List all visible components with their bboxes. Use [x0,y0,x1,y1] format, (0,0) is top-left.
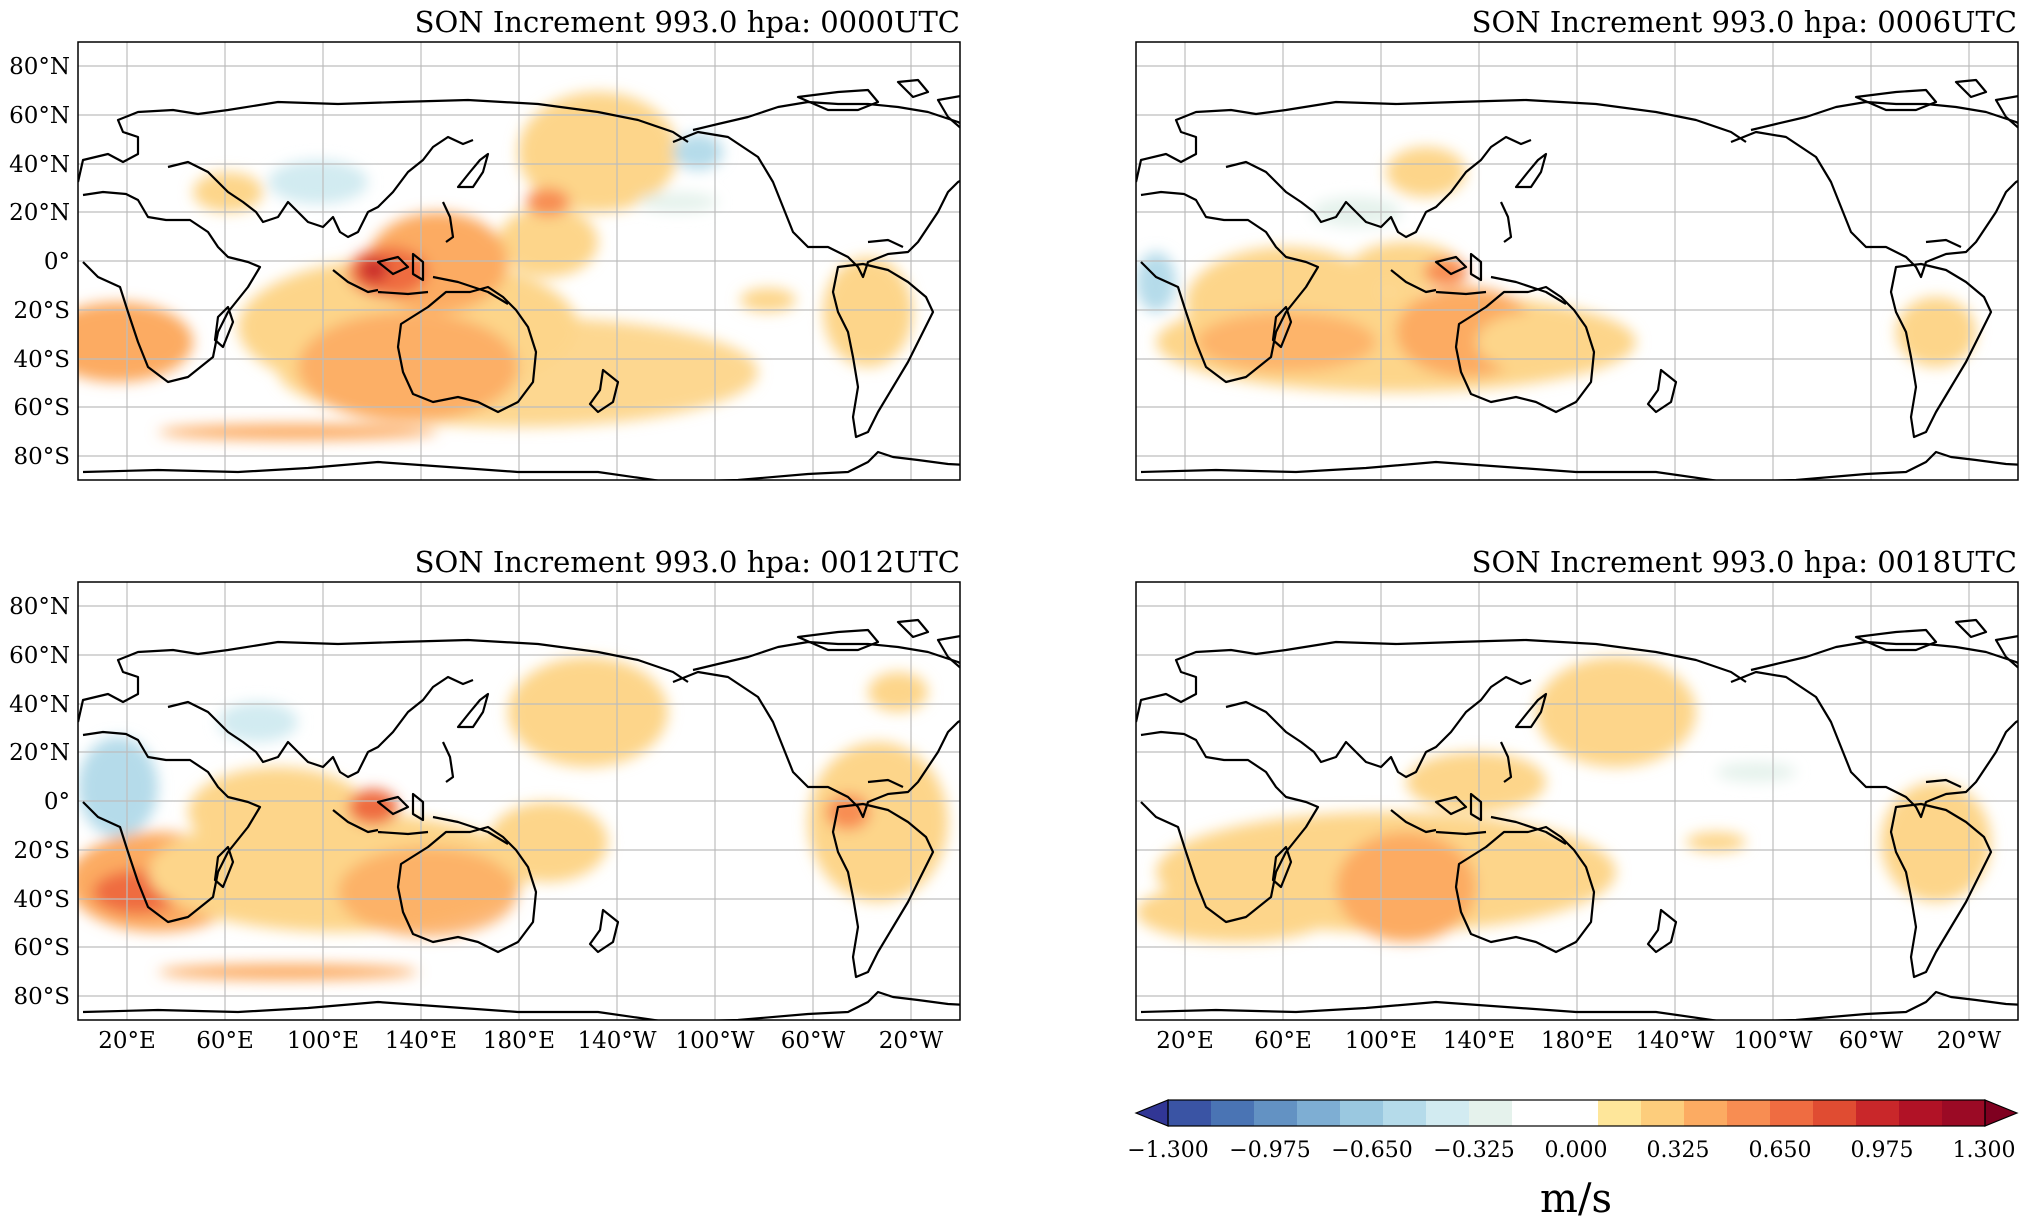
lat-tick-label: 20°S [13,298,70,324]
colorbar-tick-label: −0.650 [1331,1138,1412,1163]
panel-title: SON Increment 993.0 hpa: 0000UTC [415,5,960,39]
panel-title: SON Increment 993.0 hpa: 0006UTC [1472,5,2017,39]
lon-tick-label: 140°E [385,1028,457,1054]
colorbar-cell [1942,1100,1986,1126]
lat-axis: 80°N 60°N 40°N 20°N 0° 20°S 40°S 60°S 80… [9,54,70,470]
colorbar-cell [1899,1100,1943,1126]
lon-tick-label: 20°E [1156,1028,1214,1054]
lat-tick-label: 80°N [9,594,70,620]
map-panel-0018utc: SON Increment 993.0 hpa: 0018UTC [1135,545,2019,1054]
lat-tick-label: 20°N [9,200,70,226]
lat-axis: 80°N 60°N 40°N 20°N 0° 20°S 40°S 60°S 80… [9,594,70,1010]
lat-tick-label: 80°S [13,444,70,470]
lon-tick-label: 60°E [1254,1028,1312,1054]
graticule [1136,42,2018,480]
graticule [78,42,960,480]
colorbar-tick-label: −1.300 [1127,1138,1208,1163]
lon-tick-label: 180°E [483,1028,555,1054]
colorbar-tick-label: 0.975 [1851,1138,1914,1163]
colorbar-cell [1383,1100,1427,1126]
lat-tick-label: 60°S [13,395,70,421]
increment-field [78,92,913,440]
increment-field [1136,657,1991,942]
lat-tick-label: 40°S [13,347,70,373]
lat-tick-label: 60°N [9,643,70,669]
lon-tick-label: 60°W [781,1028,846,1054]
lat-tick-label: 40°N [9,692,70,718]
lon-tick-label: 140°W [577,1028,656,1054]
colorbar-extend-high [1984,1099,2019,1127]
colorbar-cell [1641,1100,1685,1126]
map-panel-0000utc: SON Increment 993.0 hpa: 0000UTC [9,5,961,481]
colorbar-cell [1555,1100,1599,1126]
colorbar-tick-label: 1.300 [1953,1138,2016,1163]
lon-tick-label: 180°E [1541,1028,1613,1054]
panel-title: SON Increment 993.0 hpa: 0012UTC [415,545,960,579]
colorbar-cell [1684,1100,1728,1126]
colorbar-cell [1426,1100,1470,1126]
lat-tick-label: 0° [44,789,70,815]
increment-field [1136,147,1976,392]
colorbar-tick-label: −0.975 [1229,1138,1310,1163]
lat-tick-label: 20°N [9,740,70,766]
colorbar-cell [1469,1100,1513,1126]
colorbar-cell [1856,1100,1900,1126]
lon-axis: 20°E 60°E 100°E 140°E 180°E 140°W 100°W … [98,1028,943,1054]
lon-tick-label: 100°W [1733,1028,1812,1054]
lon-axis: 20°E 60°E 100°E 140°E 180°E 140°W 100°W … [1156,1028,2001,1054]
colorbar-cell [1254,1100,1298,1126]
lon-tick-label: 100°W [675,1028,754,1054]
colorbar-ticks: −1.300 −0.975 −0.650 −0.325 0.000 0.325 … [1127,1138,2015,1163]
panel-title: SON Increment 993.0 hpa: 0018UTC [1472,545,2017,579]
lat-tick-label: 40°S [13,887,70,913]
colorbar-tick-label: −0.325 [1433,1138,1514,1163]
lon-tick-label: 60°E [196,1028,254,1054]
graticule [78,582,960,1020]
lon-tick-label: 140°E [1443,1028,1515,1054]
lon-tick-label: 20°W [1937,1028,2002,1054]
colorbar-cell [1512,1100,1556,1126]
colorbar-cell [1598,1100,1642,1126]
graticule [1136,582,2018,1020]
lat-tick-label: 60°S [13,935,70,961]
colorbar: −1.300 −0.975 −0.650 −0.325 0.000 0.325 … [1127,1099,2019,1222]
colorbar-cell [1168,1100,1212,1126]
lon-tick-label: 100°E [1345,1028,1417,1054]
lat-tick-label: 40°N [9,152,70,178]
lon-tick-label: 20°E [98,1028,156,1054]
lon-tick-label: 140°W [1635,1028,1714,1054]
lat-tick-label: 60°N [9,103,70,129]
lon-tick-label: 60°W [1839,1028,1904,1054]
colorbar-cell [1297,1100,1341,1126]
lat-tick-label: 80°N [9,54,70,80]
colorbar-cell [1813,1100,1857,1126]
colorbar-tick-label: 0.000 [1545,1138,1608,1163]
colorbar-cell [1211,1100,1255,1126]
lat-tick-label: 80°S [13,984,70,1010]
increment-field [78,657,948,980]
lon-tick-label: 20°W [879,1028,944,1054]
colorbar-cells [1168,1100,1986,1126]
colorbar-cell [1727,1100,1771,1126]
colorbar-cell [1340,1100,1384,1126]
lat-tick-label: 20°S [13,838,70,864]
map-panel-0006utc: SON Increment 993.0 hpa: 0006UTC [1135,5,2019,481]
colorbar-cell [1770,1100,1814,1126]
colorbar-tick-label: 0.650 [1749,1138,1812,1163]
lon-tick-label: 100°E [287,1028,359,1054]
colorbar-tick-label: 0.325 [1647,1138,1710,1163]
map-panel-0012utc: SON Increment 993.0 hpa: 0012UTC [9,545,961,1054]
colorbar-extend-low [1134,1099,1169,1127]
colorbar-units: m/s [1540,1176,1612,1222]
lat-tick-label: 0° [44,249,70,275]
